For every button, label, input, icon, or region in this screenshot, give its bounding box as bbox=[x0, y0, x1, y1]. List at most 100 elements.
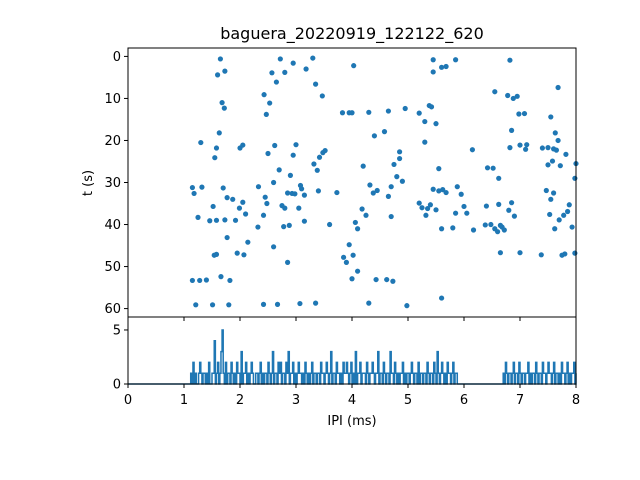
scatter-point bbox=[285, 259, 291, 265]
scatter-point bbox=[210, 203, 216, 210]
scatter-point bbox=[213, 145, 220, 151]
scatter-point bbox=[390, 278, 396, 284]
scatter-point bbox=[505, 92, 511, 99]
scatter-point bbox=[496, 175, 502, 181]
histogram-x-tick-label: 0 bbox=[124, 393, 132, 408]
histogram-y-ticks: 05 bbox=[113, 323, 128, 393]
scatter-point bbox=[310, 55, 316, 61]
scatter-point bbox=[552, 130, 558, 136]
scatter-point bbox=[556, 217, 562, 223]
scatter-point bbox=[572, 250, 578, 256]
scatter-point bbox=[213, 217, 220, 223]
histogram-x-tick-label: 4 bbox=[348, 393, 356, 408]
scatter-point bbox=[352, 219, 358, 226]
scatter-point bbox=[349, 276, 355, 282]
scatter-point bbox=[262, 194, 268, 200]
scatter-point bbox=[240, 142, 246, 148]
scatter-point bbox=[285, 190, 291, 196]
scatter-point bbox=[549, 158, 556, 164]
scatter-point bbox=[232, 217, 239, 223]
scatter-point bbox=[416, 110, 422, 116]
scatter-point bbox=[388, 213, 394, 220]
histogram-x-tick-label: 2 bbox=[236, 393, 244, 408]
scatter-point bbox=[343, 259, 349, 265]
histogram-x-axis-label: IPI (ms) bbox=[327, 414, 376, 429]
scatter-y-tick-label: 30 bbox=[104, 176, 121, 191]
scatter-point bbox=[557, 163, 563, 169]
scatter-point bbox=[359, 206, 365, 212]
scatter-point bbox=[561, 212, 567, 218]
scatter-point bbox=[236, 205, 243, 211]
scatter-point bbox=[555, 137, 561, 144]
scatter-point bbox=[545, 145, 551, 151]
scatter-point bbox=[551, 190, 557, 196]
scatter-point bbox=[276, 167, 282, 173]
scatter-y-tick-label: 50 bbox=[104, 260, 121, 275]
histogram-y-tick-label: 5 bbox=[113, 323, 121, 338]
scatter-point bbox=[373, 276, 379, 283]
scatter-point bbox=[221, 105, 227, 111]
scatter-point bbox=[297, 300, 303, 307]
scatter-point bbox=[350, 252, 356, 258]
scatter-point bbox=[516, 111, 522, 117]
histogram-x-tick-label: 7 bbox=[516, 393, 524, 408]
scatter-point bbox=[234, 250, 240, 256]
scatter-point bbox=[303, 66, 309, 72]
scatter-point bbox=[454, 184, 460, 190]
scatter-point bbox=[207, 218, 213, 224]
scatter-point bbox=[199, 184, 205, 190]
scatter-point bbox=[217, 56, 223, 62]
scatter-point bbox=[430, 69, 436, 75]
scatter-point bbox=[265, 150, 271, 157]
scatter-point bbox=[220, 185, 226, 191]
scatter-point bbox=[203, 277, 209, 283]
scatter-point bbox=[334, 189, 340, 196]
scatter-point bbox=[263, 111, 269, 118]
scatter-point bbox=[402, 105, 408, 112]
scatter-point bbox=[219, 100, 225, 106]
scatter-point bbox=[222, 68, 228, 74]
scatter-y-tick-label: 20 bbox=[104, 134, 121, 149]
scatter-point bbox=[428, 104, 435, 110]
scatter-point bbox=[277, 56, 283, 62]
scatter-point bbox=[517, 250, 523, 256]
scatter-point bbox=[366, 300, 372, 306]
scatter-point bbox=[539, 145, 546, 151]
scatter-point bbox=[255, 224, 261, 230]
scatter-point bbox=[286, 222, 292, 228]
scatter-y-tick-label: 0 bbox=[113, 50, 121, 65]
scatter-point bbox=[443, 63, 449, 70]
scatter-point bbox=[363, 212, 369, 218]
scatter-point bbox=[524, 142, 530, 148]
scatter-point bbox=[349, 110, 355, 116]
scatter-point bbox=[492, 89, 498, 95]
scatter-point bbox=[322, 147, 328, 154]
scatter-point bbox=[245, 239, 251, 245]
scatter-point bbox=[319, 93, 325, 99]
scatter-point bbox=[272, 142, 278, 149]
scatter-point bbox=[572, 175, 578, 181]
scatter-point bbox=[423, 212, 429, 218]
scatter-point bbox=[545, 162, 551, 168]
scatter-point bbox=[292, 191, 298, 197]
scatter-point bbox=[509, 127, 515, 133]
histogram-frame bbox=[127, 316, 577, 385]
scatter-point bbox=[381, 129, 388, 135]
scatter-point bbox=[511, 213, 517, 219]
chart-title: baguera_20220919_122122_620 bbox=[220, 24, 484, 44]
scatter-point bbox=[230, 196, 236, 202]
scatter-point bbox=[427, 202, 433, 208]
histogram-x-tick-label: 3 bbox=[292, 393, 300, 408]
scatter-point bbox=[514, 93, 520, 99]
scatter-point bbox=[470, 227, 477, 233]
scatter-point bbox=[241, 252, 247, 258]
scatter-point bbox=[569, 224, 575, 230]
scatter-point bbox=[384, 276, 390, 283]
scatter-point bbox=[464, 210, 470, 216]
scatter-point bbox=[269, 70, 275, 76]
scatter-point bbox=[482, 222, 488, 228]
scatter-point bbox=[430, 57, 436, 63]
scatter-point bbox=[439, 64, 445, 70]
